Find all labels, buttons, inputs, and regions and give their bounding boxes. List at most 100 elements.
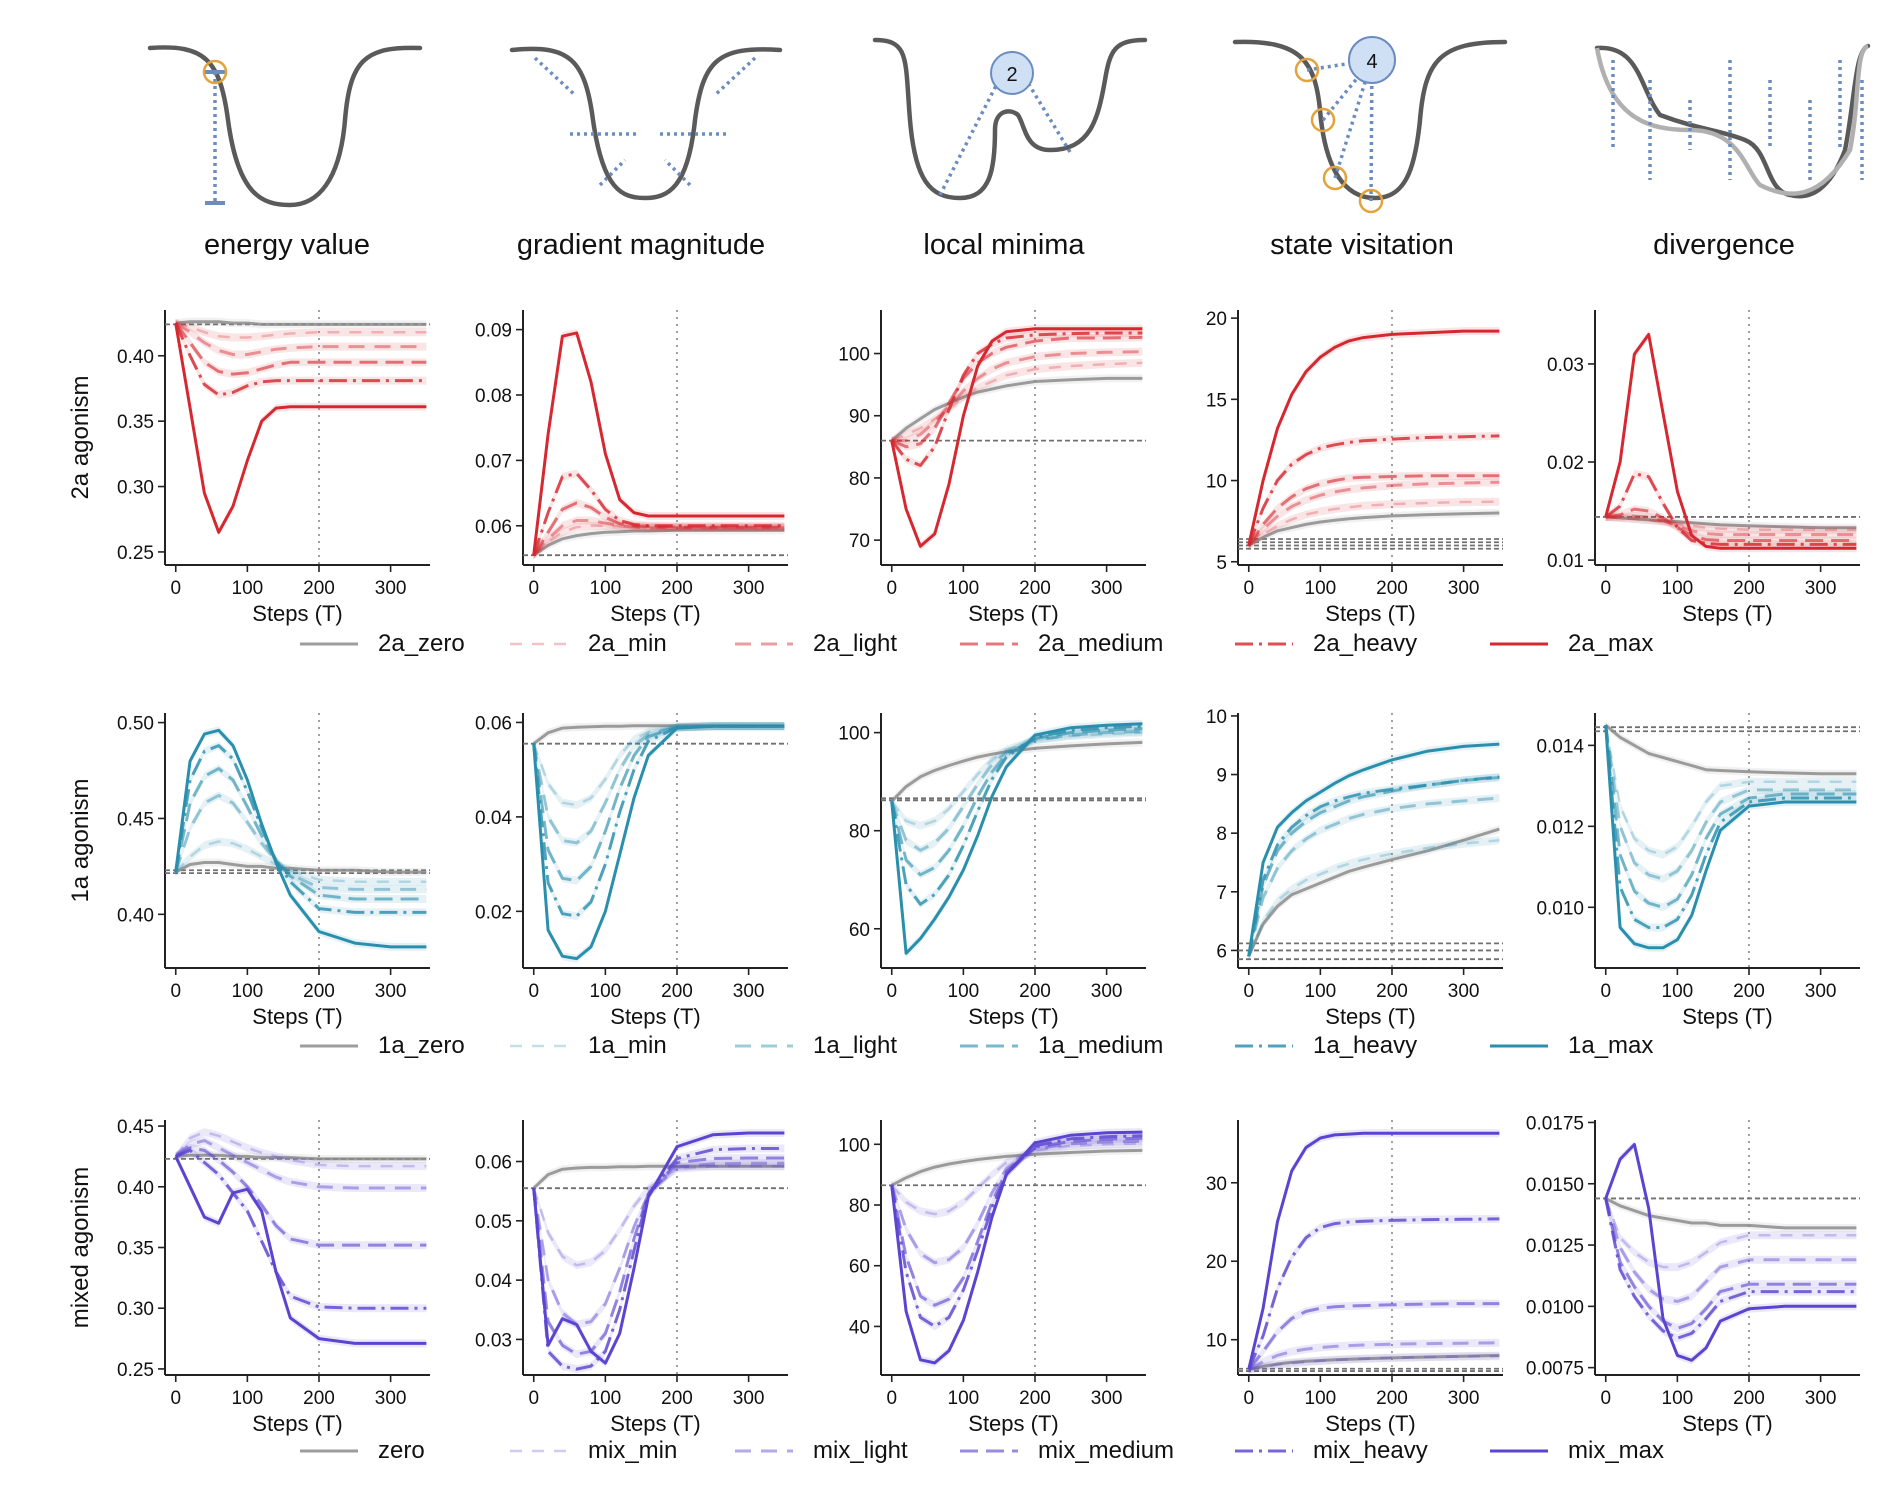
x-tick-label: 100 — [1305, 981, 1337, 1002]
icon-title-visitation: state visitation — [1270, 229, 1454, 261]
y-tick-label: 0.0075 — [1526, 1359, 1584, 1380]
series-band — [1248, 794, 1500, 961]
x-tick-label: 0 — [886, 981, 897, 1002]
y-tick-label: 0.04 — [475, 808, 512, 829]
chart-panel: 0.25 0.30 0.35 0.40 0 100 200 300 Steps (T) — [117, 310, 430, 626]
x-tick-label: 0 — [1600, 578, 1611, 599]
chart-panel: 0.01 0.02 0.03 0 100 200 300 Steps (T) — [1547, 310, 1860, 626]
legend-label: 2a_medium — [1038, 630, 1163, 657]
y-tick-label: 100 — [838, 1135, 870, 1156]
series-line — [175, 321, 427, 339]
series-band — [1605, 721, 1857, 952]
series-line — [1248, 1354, 1500, 1371]
x-tick-label: 300 — [1448, 578, 1480, 599]
series-line — [1605, 515, 1857, 530]
x-tick-label: 300 — [1448, 1388, 1480, 1409]
row-ylabel: 1a agonism — [67, 778, 94, 902]
x-tick-label: 200 — [1019, 981, 1051, 1002]
legend: 2a_zero 2a_min 2a_light 2a_medium 2a_heavy 2a… — [300, 630, 1653, 657]
x-tick-label: 200 — [1376, 1388, 1408, 1409]
y-tick-label: 0.06 — [475, 517, 512, 538]
series-line — [532, 1161, 785, 1327]
y-tick-label: 0.07 — [475, 451, 512, 472]
legend-label: zero — [378, 1437, 425, 1464]
series-band — [1605, 1194, 1857, 1232]
y-tick-label: 9 — [1216, 766, 1227, 787]
series-line — [891, 335, 1143, 449]
series-line — [1247, 511, 1500, 547]
y-tick-label: 0.09 — [475, 321, 512, 342]
series-line — [1247, 329, 1500, 546]
x-tick-label: 0 — [528, 981, 539, 1002]
x-tick-label: 300 — [1805, 1388, 1837, 1409]
y-tick-label: 20 — [1206, 1252, 1227, 1273]
icon-title-minima: local minima — [923, 229, 1085, 261]
series-line — [174, 840, 427, 883]
x-tick-label: 200 — [303, 1388, 335, 1409]
series-line — [532, 724, 785, 961]
y-tick-label: 0.02 — [1547, 453, 1584, 474]
x-tick-label: 100 — [948, 981, 980, 1002]
series-band — [891, 727, 1143, 855]
x-tick-label: 200 — [1733, 1388, 1765, 1409]
x-tick-label: 300 — [1805, 981, 1837, 1002]
series-line — [532, 724, 785, 883]
x-tick-label: 0 — [528, 578, 539, 599]
series-band — [533, 1154, 785, 1359]
series-line — [890, 730, 1143, 852]
series-line — [1604, 1198, 1857, 1340]
x-tick-label: 300 — [1091, 981, 1123, 1002]
series-band — [1605, 512, 1857, 534]
y-tick-label: 0.012 — [1536, 817, 1584, 838]
series-band — [533, 722, 785, 885]
legend-label: 2a_heavy — [1313, 630, 1417, 657]
series-line — [1604, 723, 1857, 776]
series-band — [533, 721, 785, 748]
x-tick-label: 300 — [375, 578, 407, 599]
y-tick-label: 0.010 — [1536, 898, 1584, 919]
series-band — [1248, 1129, 1500, 1374]
y-tick-label: 60 — [849, 1257, 870, 1278]
legend-label: 2a_zero — [378, 630, 465, 657]
gradient-curve — [509, 46, 783, 201]
chart-panel: 0.06 0.07 0.08 0.09 0 100 200 300 Steps (T) — [475, 310, 788, 626]
series-line — [890, 1148, 1143, 1187]
x-tick-label: 300 — [1805, 578, 1837, 599]
series-band — [1605, 469, 1857, 549]
series-band — [533, 498, 785, 560]
minima-link-right — [1023, 77, 1072, 153]
legends: 2a_zero 2a_min 2a_light 2a_medium 2a_heavy 2a… — [300, 630, 1664, 1464]
x-tick-label: 0 — [1243, 578, 1254, 599]
series-line — [1605, 515, 1857, 531]
y-tick-label: 100 — [838, 345, 870, 366]
y-tick-label: 0.0125 — [1526, 1236, 1584, 1257]
series-band — [1605, 1194, 1857, 1272]
x-tick-label: 0 — [170, 578, 181, 599]
y-tick-label: 10 — [1206, 1331, 1227, 1352]
x-axis-title: Steps (T) — [252, 601, 342, 626]
series-band — [533, 1162, 785, 1193]
x-tick-label: 200 — [661, 981, 693, 1002]
series-line — [532, 1164, 785, 1190]
series-line — [1247, 742, 1500, 957]
series-band — [175, 319, 427, 342]
series-band — [1248, 1338, 1500, 1374]
x-tick-label: 0 — [170, 981, 181, 1002]
row-ylabel: mixed agonism — [67, 1167, 94, 1328]
legend-label: 1a_max — [1568, 1032, 1653, 1059]
series-band — [1248, 1299, 1500, 1374]
series-line — [1604, 724, 1857, 881]
y-tick-label: 80 — [849, 822, 870, 843]
series-band — [175, 319, 427, 399]
visitation-state-2 — [1310, 107, 1336, 133]
y-tick-label: 0.03 — [1547, 355, 1584, 376]
y-tick-label: 100 — [838, 724, 870, 745]
series-line — [532, 724, 785, 918]
x-axis-title: Steps (T) — [610, 1004, 700, 1029]
x-axis-title: Steps (T) — [252, 1004, 342, 1029]
series-band — [1605, 721, 1857, 778]
x-tick-label: 200 — [303, 578, 335, 599]
